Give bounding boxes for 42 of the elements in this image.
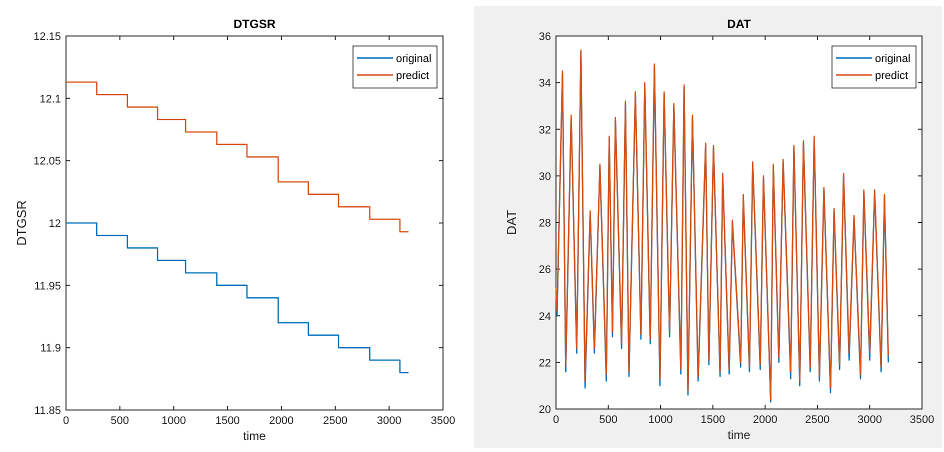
x-tick-label: 2500 <box>323 415 348 427</box>
y-tick-label: 32 <box>538 124 551 136</box>
y-tick-label: 28 <box>538 218 551 230</box>
x-tick-label: 1000 <box>648 414 673 426</box>
y-axis-title: DAT <box>504 210 519 236</box>
y-tick-label: 12.05 <box>33 156 61 168</box>
x-tick-label: 1500 <box>215 415 240 427</box>
y-tick-label: 34 <box>538 78 551 90</box>
legend-label: predict <box>396 70 430 82</box>
y-tick-label: 12 <box>48 218 61 230</box>
x-tick-label: 2000 <box>752 414 778 426</box>
x-tick-label: 2000 <box>269 415 294 427</box>
y-tick-label: 12.1 <box>40 93 61 106</box>
y-axis-title: DTGSR <box>14 200 29 246</box>
legend-label: predict <box>875 70 908 82</box>
x-tick-label: 3000 <box>376 415 402 427</box>
chart-title: DAT <box>727 17 752 31</box>
y-tick-label: 22 <box>538 357 551 370</box>
x-tick-label: 0 <box>552 414 560 426</box>
x-tick-label: 3500 <box>910 414 934 426</box>
y-tick-label: 30 <box>538 170 551 183</box>
x-tick-label: 3500 <box>430 415 456 427</box>
chart-title: DTGSR <box>234 17 276 31</box>
x-tick-label: 3000 <box>857 414 882 426</box>
y-tick-label: 36 <box>538 31 551 43</box>
y-tick-label: 24 <box>538 310 551 323</box>
y-tick-label: 11.95 <box>34 280 61 292</box>
x-tick-label: 500 <box>110 415 130 427</box>
legend-label: original <box>875 53 910 65</box>
y-tick-label: 12.15 <box>33 31 61 43</box>
x-tick-label: 1000 <box>161 415 186 427</box>
x-tick-label: 1500 <box>700 414 726 426</box>
y-tick-label: 26 <box>538 264 551 276</box>
y-tick-label: 11.85 <box>34 405 61 417</box>
x-axis-title: time <box>243 429 266 443</box>
y-tick-label: 11.9 <box>40 342 61 355</box>
x-tick-label: 2500 <box>805 414 830 426</box>
x-tick-label: 0 <box>62 415 70 427</box>
legend-label: original <box>396 53 432 65</box>
y-tick-label: 20 <box>538 404 551 416</box>
x-tick-label: 500 <box>599 414 618 426</box>
x-axis-title: time <box>728 428 751 442</box>
